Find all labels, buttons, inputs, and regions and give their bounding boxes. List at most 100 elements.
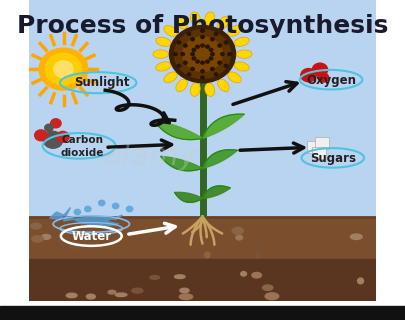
Bar [29, 162, 376, 173]
Circle shape [177, 64, 181, 67]
Text: alamy: alamy [104, 142, 197, 171]
Circle shape [51, 119, 61, 128]
Circle shape [228, 52, 231, 56]
Ellipse shape [190, 83, 200, 96]
Ellipse shape [156, 62, 171, 71]
Bar [29, 195, 376, 206]
Ellipse shape [265, 293, 279, 300]
Text: Water: Water [71, 230, 111, 243]
Circle shape [196, 45, 199, 48]
Circle shape [74, 209, 81, 215]
Circle shape [192, 48, 196, 51]
Circle shape [181, 52, 184, 56]
Polygon shape [202, 114, 244, 138]
Ellipse shape [350, 234, 362, 239]
Ellipse shape [70, 244, 81, 249]
Circle shape [206, 45, 209, 48]
Circle shape [57, 132, 69, 142]
Bar [29, 54, 376, 65]
Bar [29, 32, 376, 43]
Circle shape [98, 200, 105, 206]
Bar [29, 206, 376, 217]
Circle shape [224, 64, 228, 67]
Circle shape [85, 206, 91, 212]
Text: Carbon
dioxide: Carbon dioxide [61, 135, 104, 158]
Ellipse shape [205, 12, 215, 25]
Circle shape [126, 206, 133, 212]
Ellipse shape [262, 285, 273, 290]
Circle shape [211, 38, 214, 41]
Ellipse shape [153, 50, 168, 58]
Bar [29, 259, 376, 301]
Ellipse shape [175, 275, 185, 278]
Circle shape [175, 30, 230, 78]
Circle shape [191, 38, 194, 41]
Ellipse shape [236, 235, 243, 240]
Circle shape [45, 124, 53, 132]
Circle shape [54, 61, 73, 77]
Circle shape [218, 44, 222, 47]
Ellipse shape [66, 293, 77, 298]
Text: Sugars: Sugars [310, 152, 356, 165]
Polygon shape [49, 207, 123, 227]
Ellipse shape [150, 276, 160, 279]
Bar [29, 87, 376, 97]
Ellipse shape [42, 235, 51, 239]
Polygon shape [161, 156, 202, 171]
Ellipse shape [190, 12, 200, 25]
Bar [29, 130, 376, 141]
Ellipse shape [234, 37, 249, 46]
Ellipse shape [156, 37, 171, 46]
Circle shape [39, 48, 88, 90]
Bar [29, 152, 376, 162]
Circle shape [201, 70, 204, 73]
Ellipse shape [180, 288, 189, 293]
Bar [29, 76, 376, 87]
Bar [29, 22, 376, 32]
Circle shape [43, 132, 63, 148]
Polygon shape [202, 150, 237, 168]
Circle shape [177, 41, 181, 44]
Bar [29, 43, 376, 54]
Bar [29, 65, 376, 76]
Circle shape [187, 73, 191, 76]
Circle shape [191, 68, 194, 70]
Circle shape [312, 63, 328, 76]
Ellipse shape [237, 50, 252, 58]
Circle shape [113, 203, 119, 209]
Ellipse shape [228, 26, 241, 36]
Ellipse shape [254, 252, 262, 258]
Circle shape [209, 57, 213, 60]
Circle shape [196, 60, 199, 63]
Circle shape [201, 61, 204, 64]
Bar [29, 0, 376, 11]
Ellipse shape [176, 79, 188, 92]
Polygon shape [154, 120, 202, 140]
Ellipse shape [205, 83, 215, 96]
Circle shape [214, 32, 218, 35]
Text: alamy - 2GTNR9B: alamy - 2GTNR9B [166, 314, 239, 320]
Bar [29, 119, 376, 130]
Circle shape [318, 73, 328, 82]
Bar [29, 184, 376, 195]
Circle shape [214, 73, 218, 76]
Circle shape [201, 76, 204, 79]
Ellipse shape [232, 227, 243, 235]
Circle shape [35, 130, 47, 141]
Text: Oxygen: Oxygen [306, 74, 356, 87]
Circle shape [218, 61, 222, 64]
Ellipse shape [164, 26, 177, 36]
Ellipse shape [32, 236, 43, 242]
Circle shape [192, 57, 196, 60]
Ellipse shape [358, 278, 364, 284]
Ellipse shape [176, 17, 188, 29]
Bar [29, 141, 376, 152]
Circle shape [183, 44, 187, 47]
Circle shape [209, 48, 213, 51]
Circle shape [45, 53, 82, 85]
Circle shape [191, 52, 194, 56]
Ellipse shape [217, 79, 229, 92]
FancyBboxPatch shape [312, 147, 326, 159]
Circle shape [201, 36, 204, 38]
Ellipse shape [115, 293, 127, 297]
